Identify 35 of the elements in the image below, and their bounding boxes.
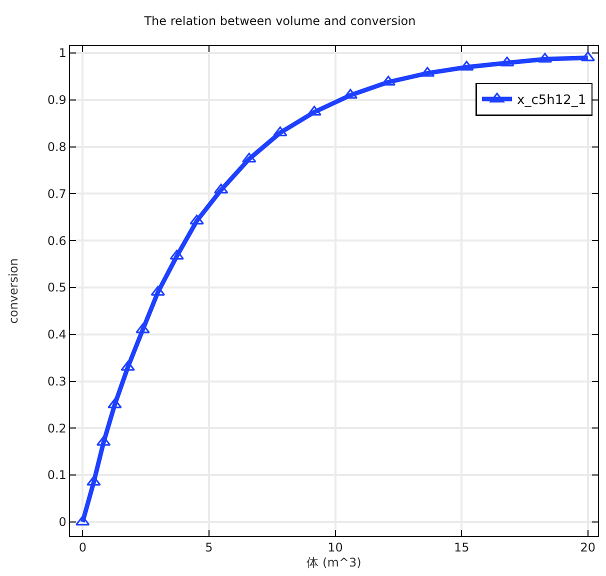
y-tick-label: 0.4	[47, 328, 66, 342]
y-tick-label: 0.1	[47, 468, 66, 482]
point	[86, 476, 101, 486]
point	[307, 106, 322, 116]
y-axis-title: conversion	[6, 258, 21, 324]
y-tick-label: 0.2	[47, 421, 66, 436]
y-tick-label: 0.8	[47, 140, 66, 154]
y-tick-label: 0.7	[47, 186, 66, 201]
point	[538, 52, 552, 63]
chart-title: The relation between volume and conversion	[143, 14, 416, 28]
point	[120, 360, 135, 371]
point	[459, 60, 474, 71]
point	[96, 436, 111, 446]
legend-label: x_c5h12_1	[517, 93, 586, 108]
x-axis-title: 体 (m^3)	[306, 555, 362, 570]
point	[242, 152, 256, 163]
point	[108, 398, 122, 408]
y-tick-label: 0	[58, 515, 66, 530]
point	[150, 286, 166, 296]
x-tick-label: 0	[78, 540, 86, 555]
x-tick-label: 10	[328, 540, 343, 555]
y-tick-label: 0.6	[47, 234, 66, 248]
y-tick-label: 1	[58, 46, 66, 60]
point	[136, 323, 150, 334]
y-tick-label: 0.3	[47, 374, 66, 388]
x-tick-label: 20	[580, 540, 596, 555]
point	[343, 88, 358, 99]
point	[420, 66, 435, 77]
point	[170, 250, 184, 260]
point	[580, 51, 596, 62]
point	[273, 126, 288, 136]
x-tick-label: 15	[454, 540, 470, 555]
x-tick-label: 5	[205, 540, 213, 555]
y-tick-label: 0.9	[47, 93, 66, 108]
y-tick-label: 0.5	[47, 280, 66, 295]
